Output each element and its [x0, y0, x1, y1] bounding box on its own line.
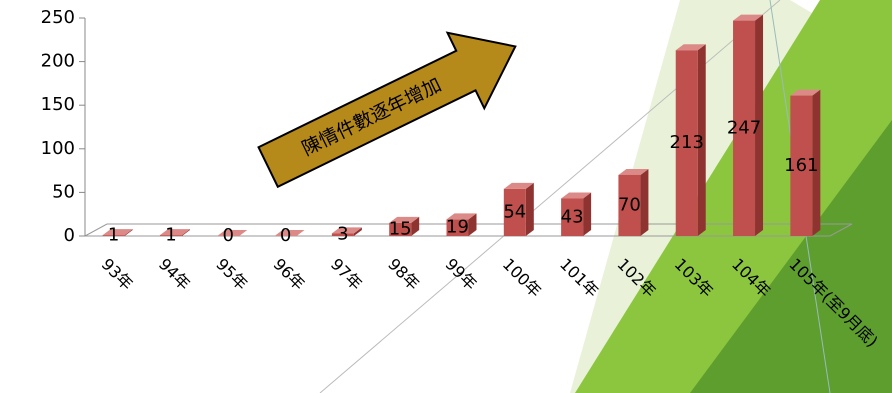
bar	[733, 14, 764, 237]
value-label: 0	[280, 225, 291, 246]
bar	[790, 89, 821, 236]
bar-front	[675, 50, 698, 236]
bar	[159, 229, 190, 236]
x-tick-label: 96年	[270, 255, 309, 294]
bar-front	[102, 235, 125, 236]
bar	[274, 230, 305, 236]
bar-front	[561, 198, 584, 236]
bar-top	[503, 182, 534, 189]
bar-front	[733, 20, 756, 237]
value-label: 43	[561, 206, 584, 227]
x-tick-label: 93年	[98, 255, 137, 294]
bar-side	[353, 227, 362, 236]
y-tick-label: 50	[52, 181, 75, 202]
value-label: 161	[784, 155, 818, 176]
bar-top	[389, 216, 420, 223]
bar-side	[181, 229, 190, 236]
bar	[503, 182, 534, 236]
bar-side	[755, 14, 764, 237]
bar-front	[331, 233, 354, 236]
bar-side	[411, 216, 420, 236]
bar-side	[697, 44, 706, 236]
x-tick-label: 101年	[556, 255, 602, 301]
bar	[102, 229, 133, 236]
bar	[217, 230, 248, 236]
bar-front	[790, 95, 813, 236]
bar	[618, 168, 649, 236]
bar	[331, 227, 362, 236]
bar-side	[812, 89, 821, 236]
x-tick-label: 95年	[212, 255, 251, 294]
bar-top	[159, 229, 190, 236]
annotation-arrow: 陳情件數逐年增加	[257, 31, 517, 189]
bar-top	[446, 213, 477, 220]
bar-top	[675, 44, 706, 51]
bar	[446, 213, 477, 236]
value-label: 15	[389, 218, 412, 239]
bar-front	[503, 188, 526, 236]
value-label: 213	[670, 132, 704, 153]
bar-side	[583, 192, 592, 236]
bar-top	[561, 192, 592, 199]
bar-top	[618, 168, 649, 175]
bar-front	[389, 222, 412, 236]
bar-top	[217, 230, 248, 236]
y-tick-label: 250	[41, 7, 75, 28]
value-label: 54	[503, 201, 526, 222]
bar-side	[640, 168, 649, 236]
x-tick-label: 100年	[499, 255, 545, 301]
value-label: 19	[446, 217, 469, 238]
bar-top	[733, 14, 764, 21]
y-tick-label: 0	[64, 225, 75, 246]
bar-side	[468, 213, 477, 236]
y-tick-label: 200	[41, 51, 75, 72]
bar-front	[446, 219, 469, 236]
bar-front	[159, 235, 182, 236]
value-label: 1	[165, 225, 176, 246]
bar-top	[790, 89, 821, 96]
value-label: 1	[108, 225, 119, 246]
value-label: 70	[618, 194, 641, 215]
y-tick-label: 150	[41, 94, 75, 115]
bar-front	[618, 174, 641, 236]
value-label: 247	[727, 117, 761, 138]
value-label: 3	[337, 224, 348, 245]
bar-side	[525, 182, 534, 236]
bar	[389, 216, 420, 236]
x-tick-label: 97年	[327, 255, 366, 294]
bar-top	[331, 227, 362, 234]
bar-top	[274, 230, 305, 236]
value-label: 0	[223, 225, 234, 246]
y-tick-label: 100	[41, 138, 75, 159]
bar-top	[102, 229, 133, 236]
x-tick-label: 94年	[155, 255, 194, 294]
bar	[561, 192, 592, 236]
bar-side	[124, 229, 133, 236]
x-tick-label: 98年	[384, 255, 423, 294]
bar	[675, 44, 706, 236]
